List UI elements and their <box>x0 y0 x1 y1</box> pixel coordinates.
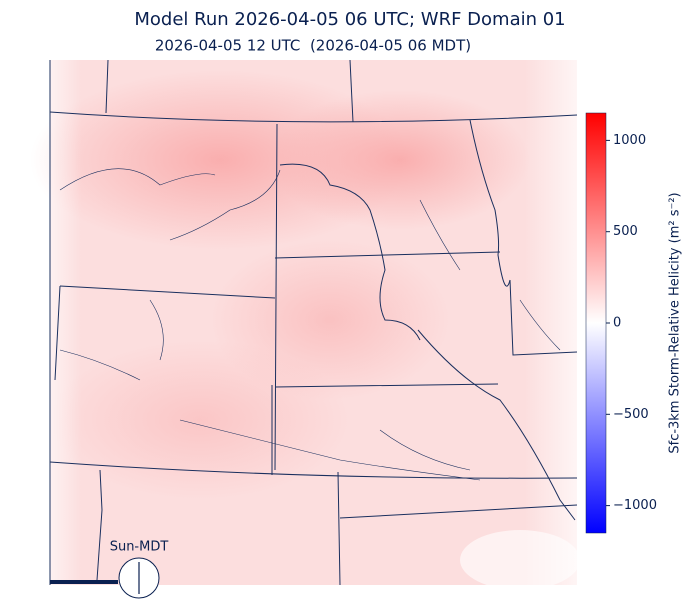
subtitle: 2026-04-05 12 UTC (2026-04-05 06 MDT) <box>155 37 471 55</box>
colorbar: Sfc-3km Storm-Relative Helicity (m² s⁻²)… <box>585 112 683 534</box>
title: Model Run 2026-04-05 06 UTC; WRF Domain … <box>134 9 565 30</box>
colorbar-label: Sfc-3km Storm-Relative Helicity (m² s⁻²) <box>668 192 683 453</box>
colorbar-ramp <box>585 112 607 534</box>
colorbar-tick-label: 500 <box>613 224 638 239</box>
map <box>30 59 580 590</box>
colorbar-tick-label: 0 <box>613 316 621 331</box>
colorbar-tick-label: 1000 <box>613 133 646 148</box>
sun-clock-label: Sun-MDT <box>110 540 169 555</box>
sun-clock: Sun-MDT <box>110 540 169 599</box>
colorbar-tick-label: −500 <box>613 407 649 422</box>
colorbar-tick-label: −1000 <box>613 498 657 513</box>
